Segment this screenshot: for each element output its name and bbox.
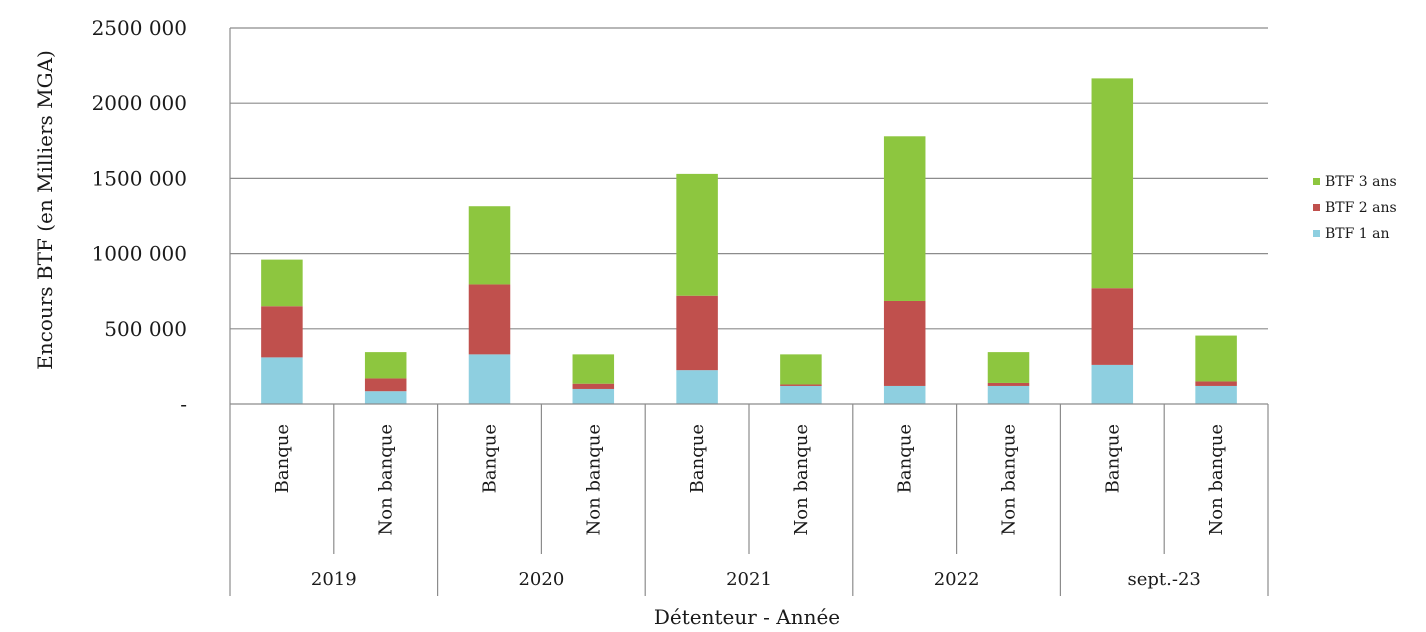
category-label: Banque xyxy=(687,424,708,493)
bar-segment-btf-2-ans xyxy=(572,383,615,389)
category-label: Non banque xyxy=(376,424,397,536)
category-label: Non banque xyxy=(999,424,1020,536)
category-label: Non banque xyxy=(791,424,812,536)
bar-segment-btf-1-an xyxy=(1091,364,1134,404)
bar-segment-btf-2-ans xyxy=(468,284,511,355)
bar-segment-btf-3-ans xyxy=(572,354,615,384)
y-tick-label: 1500 000 xyxy=(92,166,187,190)
bar-segment-btf-3-ans xyxy=(676,173,718,296)
y-tick-label: 2500 000 xyxy=(92,16,187,40)
bar-segment-btf-2-ans xyxy=(261,306,303,358)
bar-segment-btf-3-ans xyxy=(1195,335,1237,382)
y-tick-label: 2000 000 xyxy=(92,91,187,115)
bar-segment-btf-3-ans xyxy=(987,352,1030,383)
bar-segment-btf-3-ans xyxy=(780,354,822,385)
legend-swatch xyxy=(1313,204,1320,211)
bar-segment-btf-2-ans xyxy=(1091,288,1134,365)
bar-segment-btf-1-an xyxy=(572,388,615,404)
bar-segment-btf-2-ans xyxy=(676,295,718,371)
category-labels: Banque Non banque Banque Non banque Banque No… xyxy=(272,424,1227,536)
y-tick-label: 1000 000 xyxy=(92,242,187,266)
bar-segment-btf-2-ans xyxy=(883,300,926,386)
bar-segment-btf-1-an xyxy=(468,354,511,404)
bar-segment-btf-3-ans xyxy=(468,206,511,285)
bar-segment-btf-1-an xyxy=(1195,385,1237,404)
bar-segment-btf-3-ans xyxy=(364,352,407,379)
category-label: Non banque xyxy=(1206,424,1227,536)
y-tick-label: 500 000 xyxy=(104,317,187,341)
group-label: 2022 xyxy=(934,569,980,590)
bar-segment-btf-2-ans xyxy=(987,382,1030,386)
group-labels: 2019 2020 2021 2022 sept.-23 xyxy=(311,569,1201,590)
bar-segment-btf-2-ans xyxy=(780,384,822,386)
bar-segment-btf-1-an xyxy=(364,391,407,404)
axes xyxy=(229,28,1269,596)
legend-label: BTF 1 an xyxy=(1325,226,1390,242)
legend-label: BTF 3 ans xyxy=(1325,174,1397,190)
bar-segment-btf-1-an xyxy=(883,385,926,404)
category-label: Banque xyxy=(1102,424,1123,493)
bar-segment-btf-2-ans xyxy=(364,378,407,392)
legend-label: BTF 2 ans xyxy=(1325,200,1397,216)
legend-swatch xyxy=(1313,178,1320,185)
group-label: 2020 xyxy=(518,569,564,590)
bar-segment-btf-1-an xyxy=(780,385,822,404)
y-tick-labels: - 500 000 1000 000 1500 000 2000 000 2500 000 xyxy=(92,16,187,416)
group-label: 2019 xyxy=(311,569,357,590)
x-axis-label: Détenteur - Année xyxy=(654,605,840,629)
bar-segment-btf-1-an xyxy=(261,357,303,404)
category-label: Non banque xyxy=(583,424,604,536)
legend: BTF 3 ans BTF 2 ans BTF 1 an xyxy=(1313,174,1397,242)
bar-segment-btf-3-ans xyxy=(1091,78,1134,289)
category-label: Banque xyxy=(480,424,501,493)
bar-segment-btf-1-an xyxy=(987,385,1030,404)
y-axis-label: Encours BTF (en Milliers MGA) xyxy=(33,50,57,370)
category-label: Banque xyxy=(895,424,916,493)
legend-swatch xyxy=(1313,230,1320,237)
bar-segment-btf-3-ans xyxy=(883,136,926,301)
bars xyxy=(261,78,1237,404)
y-tick-label: - xyxy=(180,392,187,416)
group-label: sept.-23 xyxy=(1128,569,1201,590)
bar-segment-btf-2-ans xyxy=(1195,381,1237,386)
bar-segment-btf-1-an xyxy=(676,370,718,404)
bar-segment-btf-3-ans xyxy=(261,259,303,307)
group-label: 2021 xyxy=(726,569,772,590)
category-label: Banque xyxy=(272,424,293,493)
